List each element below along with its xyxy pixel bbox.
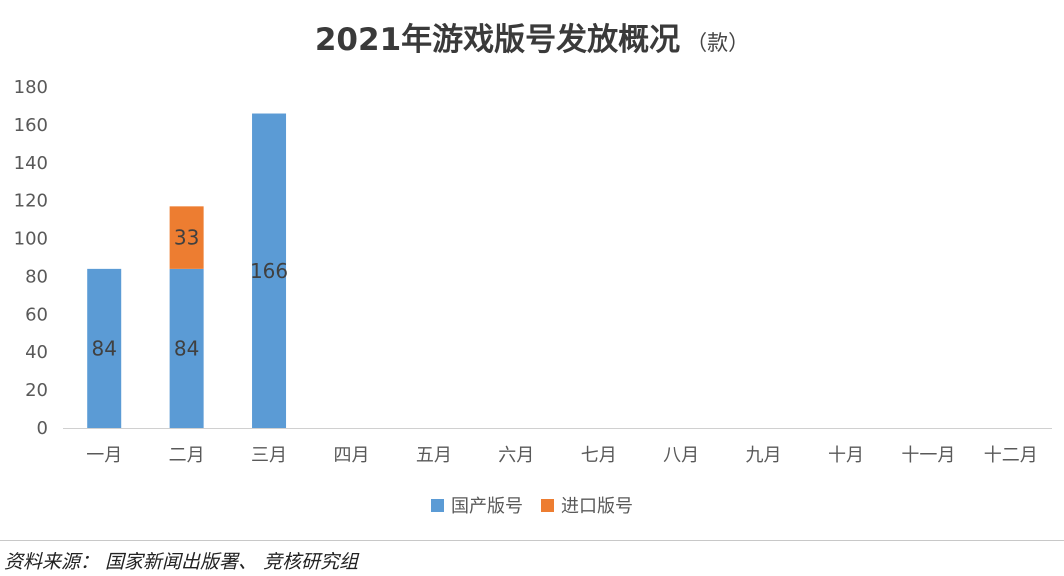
legend-swatch-domestic [431, 498, 444, 512]
y-tick-label: 60 [25, 304, 48, 325]
x-tick-label: 十二月 [984, 445, 1038, 466]
x-tick-label: 二月 [169, 445, 205, 466]
x-tick-label: 八月 [663, 445, 699, 466]
y-tick-label: 140 [14, 153, 48, 174]
x-tick-label: 四月 [333, 445, 369, 466]
y-tick-label: 80 [25, 266, 48, 287]
bar-domestic [252, 113, 287, 429]
bar-chart: 0 20 40 60 80 100 120 140 160 180 一月 二月 三月 四月 五月 六月 七月 八月… [14, 77, 1052, 466]
chart-title-text: 2021年游戏版号发放概况 [314, 22, 681, 58]
legend-item-import: 进口版号 [541, 492, 633, 518]
legend-label-import: 进口版号 [561, 496, 633, 517]
data-label: 166 [250, 259, 288, 283]
data-label: 33 [174, 226, 199, 250]
x-tick-label: 十月 [828, 445, 864, 466]
x-tick-label: 七月 [581, 445, 617, 466]
x-tick-label: 十一月 [901, 445, 955, 466]
data-label: 84 [174, 336, 199, 360]
y-tick-label: 0 [37, 418, 48, 439]
x-tick-label: 九月 [746, 445, 782, 466]
bar-domestic [87, 268, 122, 428]
bar-domestic [169, 268, 204, 428]
y-tick-label: 180 [14, 77, 48, 98]
x-tick-label: 一月 [86, 445, 122, 466]
data-label: 84 [91, 336, 116, 360]
chart-title: 2021年游戏版号发放概况 （款） [0, 14, 1064, 59]
x-tick-label: 五月 [416, 445, 452, 466]
bar-import [169, 206, 204, 269]
y-tick-label: 100 [14, 229, 48, 250]
y-tick-label: 160 [14, 115, 48, 136]
x-tick-label: 三月 [251, 445, 287, 466]
chart-title-unit: （款） [686, 31, 750, 55]
y-tick-label: 120 [14, 191, 48, 212]
y-tick-label: 40 [25, 342, 48, 363]
legend-label-domestic: 国产版号 [451, 496, 523, 517]
legend-swatch-import [541, 498, 554, 512]
source-note: 资料来源： 国家新闻出版署、 竞核研究组 [4, 551, 359, 573]
y-tick-label: 20 [25, 380, 48, 401]
source-divider [0, 540, 1064, 541]
x-tick-label: 六月 [498, 445, 534, 466]
legend: 国产版号 进口版号 [0, 492, 1064, 518]
legend-item-domestic: 国产版号 [431, 492, 523, 518]
